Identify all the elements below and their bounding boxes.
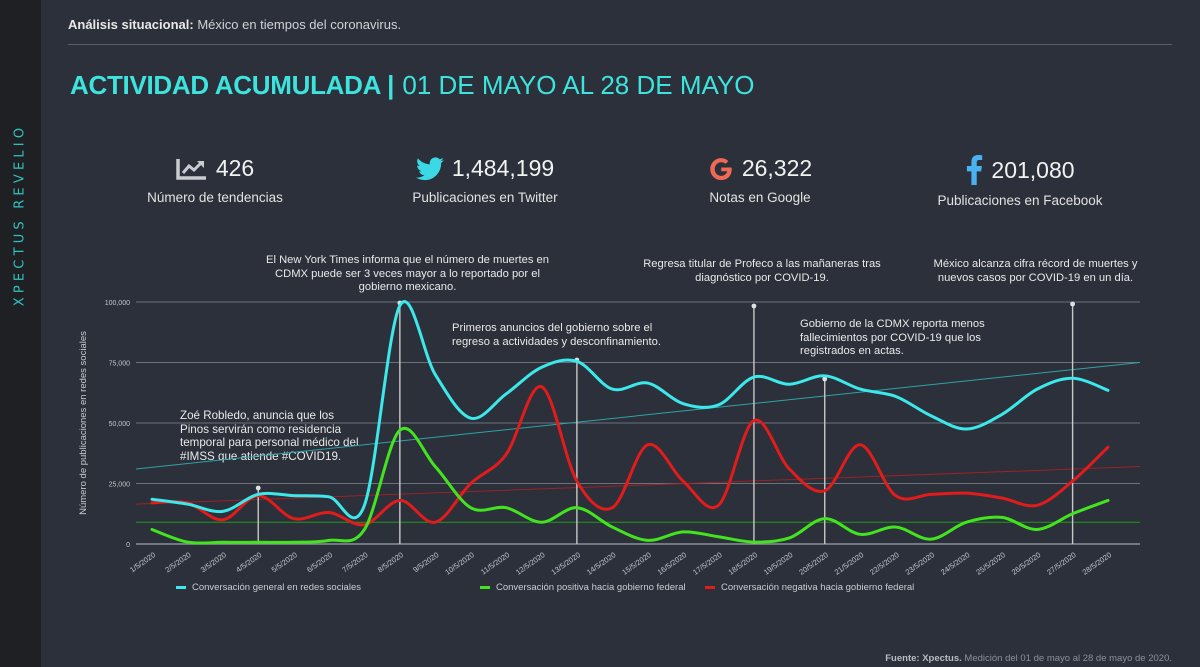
kpi-twitter-value: 1,484,199 xyxy=(451,155,555,181)
x-tick-label: 19/5/2020 xyxy=(762,550,795,577)
trend-chart-icon xyxy=(176,157,208,181)
annotation-desconfinamiento: Primeros anuncios del gobierno sobre el … xyxy=(452,322,661,348)
x-tick-label: 3/5/2020 xyxy=(199,550,228,574)
kpi-twitter-label: Publicaciones en Twitter xyxy=(412,190,558,205)
kpi-google-value: 26,322 xyxy=(741,155,813,181)
kpi-facebook-value: 201,080 xyxy=(991,156,1075,183)
footer-source: Fuente: Xpectus. Medición del 01 de mayo… xyxy=(885,653,1172,664)
legend-swatch-general xyxy=(176,586,186,589)
x-tick-label: 5/5/2020 xyxy=(270,550,299,574)
header-divider xyxy=(68,44,1172,45)
legend-label-negative: Conversación negativa hacia gobierno fed… xyxy=(721,582,915,593)
footer-source-bold: Fuente: Xpectus. xyxy=(885,653,962,664)
kpi-facebook-label: Publicaciones en Facebook xyxy=(937,193,1103,208)
footer-source-rest: Medición del 01 de mayo al 28 de mayo de… xyxy=(961,653,1172,664)
header-label-bold: Análisis situacional: xyxy=(68,17,194,32)
x-tick-label: 20/5/2020 xyxy=(797,550,830,577)
legend-item-general[interactable]: Conversación general en redes sociales xyxy=(176,582,361,593)
y-tick-label: 25,000 xyxy=(109,482,131,489)
series-line-positive xyxy=(150,426,1110,545)
x-tick-label: 16/5/2020 xyxy=(656,550,689,577)
google-icon xyxy=(708,156,734,182)
x-tick-label: 2/5/2020 xyxy=(163,550,192,574)
event-marker-dot xyxy=(255,485,261,491)
x-tick-label: 25/5/2020 xyxy=(974,550,1007,577)
x-tick-label: 11/5/2020 xyxy=(479,550,511,576)
x-tick-label: 21/5/2020 xyxy=(833,550,866,577)
annotation-zoe-robledo: Zoé Robledo, anuncia que los Pinos servi… xyxy=(180,409,359,463)
kpi-trends: 426 Número de tendencias xyxy=(140,155,290,205)
x-tick-label: 9/5/2020 xyxy=(411,550,440,574)
twitter-icon xyxy=(415,156,444,181)
legend-item-negative[interactable]: Conversación negativa hacia gobierno fed… xyxy=(705,582,914,593)
facebook-icon xyxy=(965,155,983,185)
kpi-trends-value: 426 xyxy=(215,155,255,181)
x-tick-label: 18/5/2020 xyxy=(727,550,760,577)
x-tick-label: 10/5/2020 xyxy=(443,550,476,577)
x-tick-label: 22/5/2020 xyxy=(868,550,901,577)
x-tick-label: 7/5/2020 xyxy=(341,550,370,574)
y-tick-label: 50,000 xyxy=(109,421,131,428)
legend-label-general: Conversación general en redes sociales xyxy=(192,582,361,593)
x-tick-label: 14/5/2020 xyxy=(585,550,618,577)
annotation-profeco: Regresa titular de Profeco a las mañaner… xyxy=(643,258,881,284)
annotation-nyt: El New York Times informa que el número … xyxy=(266,254,549,293)
x-tick-label: 6/5/2020 xyxy=(305,550,334,574)
kpi-google: 26,322 Notas en Google xyxy=(680,155,840,205)
legend-item-positive[interactable]: Conversación positiva hacia gobierno fed… xyxy=(480,582,686,593)
x-tick-label: 17/5/2020 xyxy=(691,550,724,577)
annotation-cdmx: Gobierno de la CDMX reporta menos fallec… xyxy=(800,318,985,357)
trend-line xyxy=(135,362,1141,470)
series-line-negative xyxy=(150,385,1110,527)
x-tick-label: 8/5/2020 xyxy=(376,550,405,574)
event-marker-dot xyxy=(751,303,757,309)
page-title: ACTIVIDAD ACUMULADA | 01 DE MAYO AL 28 DE … xyxy=(70,70,754,101)
kpi-facebook: 201,080 Publicaciones en Facebook xyxy=(930,155,1110,208)
page-header: Análisis situacional: México en tiempos … xyxy=(68,17,401,32)
trend-line xyxy=(135,466,1141,505)
event-marker-dot xyxy=(822,376,828,382)
x-tick-label: 23/5/2020 xyxy=(904,550,937,577)
y-tick-label: 0 xyxy=(126,542,130,549)
header-label-rest: México en tiempos del coronavirus. xyxy=(193,17,402,32)
series-line-general xyxy=(150,300,1110,520)
x-tick-label: 12/5/2020 xyxy=(514,550,547,577)
title-date-range: 01 DE MAYO AL 28 DE MAYO xyxy=(402,70,755,100)
x-tick-label: 27/5/2020 xyxy=(1045,550,1078,577)
x-tick-label: 26/5/2020 xyxy=(1010,550,1043,577)
kpi-google-label: Notas en Google xyxy=(709,190,811,205)
x-tick-label: 4/5/2020 xyxy=(234,550,263,574)
title-separator: | xyxy=(387,70,395,100)
y-tick-label: 100,000 xyxy=(105,300,130,307)
kpi-trends-label: Número de tendencias xyxy=(147,190,283,205)
legend-label-positive: Conversación positiva hacia gobierno fed… xyxy=(496,582,686,593)
x-tick-label: 15/5/2020 xyxy=(620,550,653,577)
sidebar: XPECTUS REVELIO xyxy=(0,0,41,667)
y-tick-label: 75,000 xyxy=(109,361,131,368)
annotation-record: México alcanza cifra récord de muertes y… xyxy=(933,258,1138,284)
legend-swatch-positive xyxy=(480,586,490,589)
kpi-twitter: 1,484,199 Publicaciones en Twitter xyxy=(400,155,570,205)
x-tick-label: 1/5/2020 xyxy=(128,550,157,574)
title-strong: ACTIVIDAD ACUMULADA xyxy=(70,70,382,100)
event-marker-dot xyxy=(1070,301,1075,307)
x-tick-label: 24/5/2020 xyxy=(939,550,972,577)
y-axis-title: Número de publicaciones en redes sociale… xyxy=(78,331,89,515)
legend-swatch-negative xyxy=(705,586,715,589)
x-tick-label: 28/5/2020 xyxy=(1081,550,1114,577)
x-tick-label: 13/5/2020 xyxy=(550,550,583,577)
